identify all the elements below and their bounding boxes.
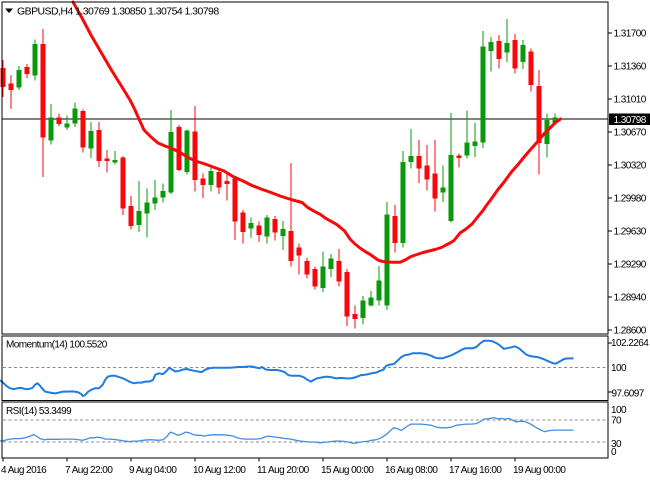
svg-text:GBPUSD,H4 1.30769 1.30850 1.30: GBPUSD,H4 1.30769 1.30850 1.30754 1.3079… <box>17 6 219 18</box>
svg-text:30: 30 <box>611 439 622 450</box>
svg-text:1.30798: 1.30798 <box>614 115 647 126</box>
svg-text:17 Aug 16:00: 17 Aug 16:00 <box>449 465 502 476</box>
svg-text:RSI(14) 53.3499: RSI(14) 53.3499 <box>6 406 72 417</box>
svg-text:1.30670: 1.30670 <box>614 128 647 139</box>
svg-text:97.6097: 97.6097 <box>612 389 645 400</box>
svg-text:1.29630: 1.29630 <box>614 227 647 238</box>
svg-text:100: 100 <box>611 363 627 374</box>
svg-text:Momentum(14) 100.5520: Momentum(14) 100.5520 <box>6 340 108 351</box>
svg-text:10 Aug 12:00: 10 Aug 12:00 <box>193 465 246 476</box>
svg-text:19 Aug 00:00: 19 Aug 00:00 <box>513 465 566 476</box>
svg-text:1.29290: 1.29290 <box>614 260 647 271</box>
svg-text:15 Aug 00:00: 15 Aug 00:00 <box>321 465 374 476</box>
svg-text:1.30320: 1.30320 <box>614 161 647 172</box>
svg-text:1.31700: 1.31700 <box>614 29 647 40</box>
svg-text:4 Aug 2016: 4 Aug 2016 <box>1 465 47 476</box>
svg-text:1.29980: 1.29980 <box>614 194 647 205</box>
svg-text:1.28940: 1.28940 <box>614 293 647 304</box>
svg-text:7 Aug 22:00: 7 Aug 22:00 <box>65 465 113 476</box>
svg-text:1.28600: 1.28600 <box>614 326 647 337</box>
svg-text:70: 70 <box>611 416 622 427</box>
svg-text:9 Aug 04:00: 9 Aug 04:00 <box>129 465 177 476</box>
svg-text:100: 100 <box>611 405 627 416</box>
svg-text:11 Aug 20:00: 11 Aug 20:00 <box>257 465 310 476</box>
svg-text:1.31010: 1.31010 <box>614 95 647 106</box>
svg-text:102.2264: 102.2264 <box>611 338 649 349</box>
svg-text:1.31360: 1.31360 <box>614 62 647 73</box>
svg-text:0: 0 <box>611 447 617 458</box>
svg-text:16 Aug 08:00: 16 Aug 08:00 <box>385 465 438 476</box>
